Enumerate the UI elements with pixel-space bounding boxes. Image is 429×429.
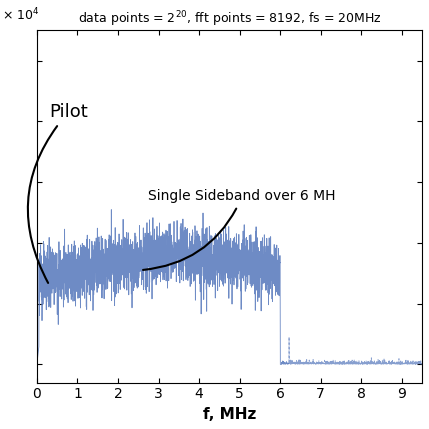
Text: Pilot: Pilot [28, 103, 88, 283]
X-axis label: f, MHz: f, MHz [203, 407, 256, 422]
Text: $\times\ 10^4$: $\times\ 10^4$ [2, 6, 40, 23]
Text: Single Sideband over 6 MH: Single Sideband over 6 MH [143, 189, 336, 270]
Title: data points = $2^{20}$, fft points = 8192, fs = 20MHz: data points = $2^{20}$, fft points = 819… [78, 9, 381, 29]
